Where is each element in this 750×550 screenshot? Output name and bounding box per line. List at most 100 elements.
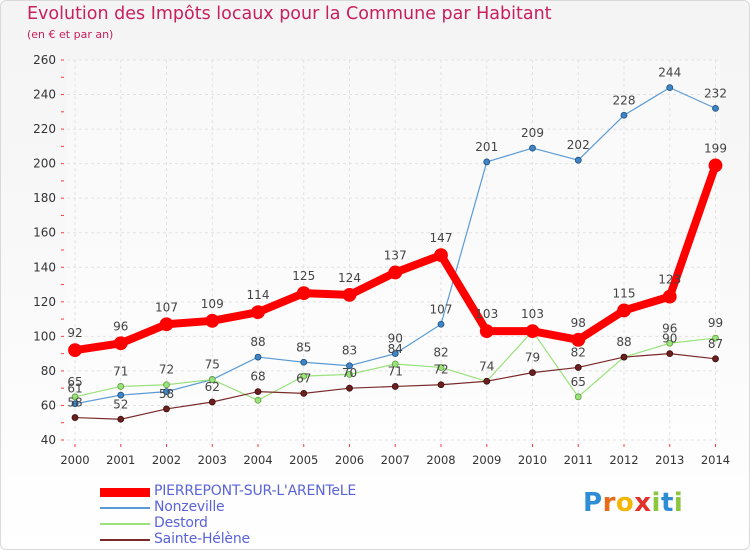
y-tick-label: 60 [41, 398, 56, 412]
logo-letter: P [583, 488, 603, 518]
data-point-nonzeville [346, 362, 353, 370]
data-point-pierrepont-sur-l-arentele [68, 343, 82, 358]
x-tick-label: 2005 [289, 453, 318, 467]
data-point-nonzeville [529, 144, 536, 152]
x-tick-label: 2011 [564, 453, 593, 467]
data-label-sainte-h-l-ne: 79 [525, 351, 540, 365]
data-label-destord: 65 [571, 375, 586, 389]
data-label-sainte-h-l-ne: 71 [388, 364, 403, 378]
x-tick-label: 2012 [609, 453, 638, 467]
proxiti-logo: Proxiti [583, 488, 683, 518]
legend-swatch-nonzeville [100, 507, 150, 509]
data-label-destord: 84 [388, 342, 403, 356]
data-point-destord [437, 364, 445, 371]
data-label-pierrepont-sur-l-arentele: 96 [113, 319, 128, 333]
data-point-nonzeville [71, 400, 79, 408]
data-label-pierrepont-sur-l-arentele: 92 [67, 326, 82, 340]
x-tick-label: 2013 [655, 453, 684, 467]
data-point-nonzeville [300, 358, 308, 366]
logo-letter: t [660, 488, 674, 518]
data-point-nonzeville [666, 84, 674, 92]
data-label-nonzeville: 244 [658, 66, 681, 80]
y-tick-label: 220 [33, 122, 56, 136]
data-label-destord: 99 [708, 316, 723, 330]
data-point-sainte-h-l-ne [620, 353, 628, 361]
data-point-destord [574, 393, 582, 401]
data-label-sainte-h-l-ne: 72 [433, 363, 448, 377]
data-label-pierrepont-sur-l-arentele: 123 [658, 273, 681, 287]
x-tick-label: 2002 [152, 453, 181, 467]
data-point-destord [117, 383, 125, 390]
x-tick-label: 2009 [472, 453, 501, 467]
data-point-nonzeville [254, 353, 262, 361]
data-point-destord [346, 370, 353, 378]
data-point-nonzeville [574, 156, 582, 164]
y-tick-label: 120 [33, 295, 56, 309]
data-point-pierrepont-sur-l-arentele [113, 336, 128, 351]
data-label-sainte-h-l-ne: 67 [296, 371, 311, 385]
data-point-nonzeville [391, 350, 399, 358]
data-label-destord: 74 [479, 359, 494, 373]
data-point-sainte-h-l-ne [666, 350, 674, 358]
x-tick-label: 2001 [106, 453, 135, 467]
x-tick-label: 2000 [60, 453, 89, 467]
data-point-sainte-h-l-ne [254, 388, 262, 396]
data-point-destord [71, 393, 79, 401]
data-point-destord [391, 360, 399, 368]
data-point-nonzeville [620, 111, 628, 119]
data-point-pierrepont-sur-l-arentele [388, 265, 403, 280]
data-point-sainte-h-l-ne [163, 405, 170, 413]
data-label-pierrepont-sur-l-arentele: 109 [201, 297, 224, 311]
logo-letter: x [634, 488, 652, 518]
x-tick-label: 2008 [426, 453, 455, 467]
data-label-pierrepont-sur-l-arentele: 125 [292, 269, 315, 283]
data-point-destord [254, 396, 262, 404]
data-label-destord: 82 [433, 345, 448, 359]
y-tick-label: 80 [41, 364, 56, 378]
data-label-destord: 88 [616, 335, 631, 349]
data-label-destord: 96 [662, 321, 677, 335]
data-label-nonzeville: 202 [567, 138, 590, 152]
logo-letter: o [615, 488, 635, 518]
data-label-pierrepont-sur-l-arentele: 115 [613, 286, 636, 300]
y-tick-label: 100 [33, 329, 56, 343]
data-label-pierrepont-sur-l-arentele: 199 [704, 141, 727, 155]
data-label-nonzeville: 61 [67, 382, 82, 396]
data-label-sainte-h-l-ne: 58 [67, 396, 82, 410]
data-point-pierrepont-sur-l-arentele [662, 289, 677, 304]
legend-label-pierrepont: PIERREPONT-SUR-L'ARENTeLE [154, 483, 357, 499]
data-point-pierrepont-sur-l-arentele [479, 324, 494, 339]
data-label-pierrepont-sur-l-arentele: 147 [430, 231, 453, 245]
y-tick-label: 180 [33, 191, 56, 205]
data-point-pierrepont-sur-l-arentele [708, 158, 723, 173]
x-tick-label: 2014 [701, 453, 730, 467]
data-label-pierrepont-sur-l-arentele: 107 [155, 300, 178, 314]
data-label-sainte-h-l-ne: 62 [205, 380, 220, 394]
data-label-sainte-h-l-ne: 90 [662, 332, 677, 346]
y-tick-label: 200 [33, 157, 56, 171]
data-label-destord: 65 [67, 375, 82, 389]
logo-letter: i [673, 488, 684, 518]
data-label-nonzeville: 201 [475, 140, 498, 154]
data-point-pierrepont-sur-l-arentele [251, 305, 265, 320]
y-tick-label: 260 [33, 53, 56, 67]
x-tick-label: 2006 [335, 453, 364, 467]
data-point-pierrepont-sur-l-arentele [434, 248, 448, 263]
x-tick-label: 2007 [381, 453, 410, 467]
y-tick-label: 160 [33, 226, 56, 240]
data-point-nonzeville [437, 320, 445, 328]
legend-label-destord: Destord [154, 515, 208, 531]
data-label-destord: 75 [205, 358, 220, 372]
data-point-sainte-h-l-ne [208, 398, 216, 406]
legend-item-sainte-helene: Sainte-Hélène [100, 531, 400, 547]
data-label-sainte-h-l-ne: 82 [571, 345, 586, 359]
data-label-pierrepont-sur-l-arentele: 114 [247, 288, 270, 302]
data-point-destord [163, 381, 170, 389]
data-point-sainte-h-l-ne [529, 369, 536, 377]
data-point-destord [300, 372, 308, 380]
data-label-pierrepont-sur-l-arentele: 124 [338, 271, 361, 285]
x-tick-label: 2010 [518, 453, 547, 467]
data-label-sainte-h-l-ne: 58 [159, 387, 174, 401]
